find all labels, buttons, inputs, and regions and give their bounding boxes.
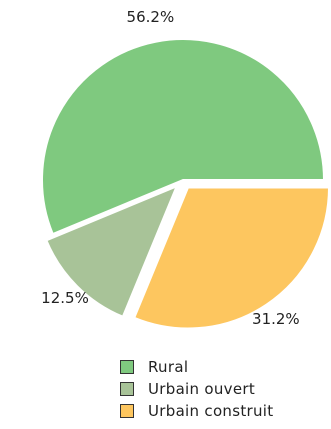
pie-chart: 56.2% 31.2% 12.5% [41, 8, 331, 330]
legend-label-urbain-ouvert: Urbain ouvert [148, 380, 256, 398]
pct-label-urbain-ouvert: 12.5% [41, 289, 89, 307]
legend-label-urbain-construit: Urbain construit [148, 402, 274, 420]
pie-slice-rural [41, 38, 326, 236]
legend-item-urbain-ouvert: Urbain ouvert [120, 378, 273, 400]
legend-item-urbain-construit: Urbain construit [120, 400, 273, 422]
legend-swatch-urbain-construit [120, 404, 134, 418]
pct-label-rural: 56.2% [127, 8, 175, 26]
legend-swatch-rural [120, 360, 134, 374]
pie-slice-urbain-construit [132, 186, 331, 330]
pct-label-urbain-construit: 31.2% [252, 310, 300, 328]
legend-swatch-urbain-ouvert [120, 382, 134, 396]
legend-item-rural: Rural [120, 356, 273, 378]
chart-legend: Rural Urbain ouvert Urbain construit [120, 356, 273, 422]
legend-label-rural: Rural [148, 358, 189, 376]
pie-slice-urbain-ouvert [45, 184, 179, 319]
